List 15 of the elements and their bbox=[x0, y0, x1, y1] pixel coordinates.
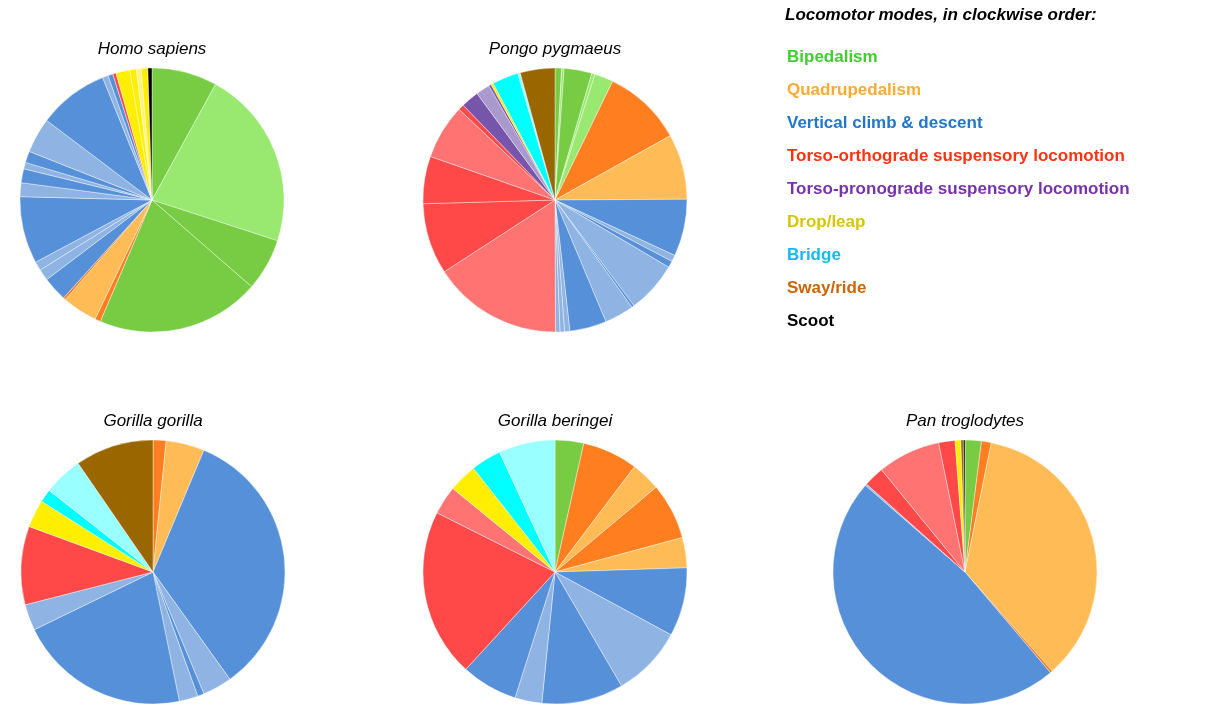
text: Vertical climb & descent bbox=[787, 113, 983, 132]
chart-title: Homo sapiens bbox=[97, 39, 207, 58]
text: Bipedalism bbox=[787, 47, 878, 66]
text: Quadrupedalism bbox=[787, 80, 922, 99]
text: Bridge bbox=[787, 245, 841, 264]
text: Torso-orthograde suspensory locomotion bbox=[787, 146, 1125, 165]
text: Scoot bbox=[787, 311, 835, 330]
chart-title: Pan troglodytes bbox=[905, 411, 1025, 430]
text: Torso-pronograde suspensory locomotion bbox=[787, 179, 1130, 198]
text: Locomotor modes, in clockwise order: bbox=[785, 5, 1097, 24]
chart-title: Pongo pygmaeus bbox=[488, 39, 622, 58]
chart-title: Gorilla beringei bbox=[497, 411, 614, 430]
chart-title: Gorilla gorilla bbox=[103, 411, 203, 430]
text: Drop/leap bbox=[787, 212, 866, 231]
text: Sway/ride bbox=[787, 278, 867, 297]
